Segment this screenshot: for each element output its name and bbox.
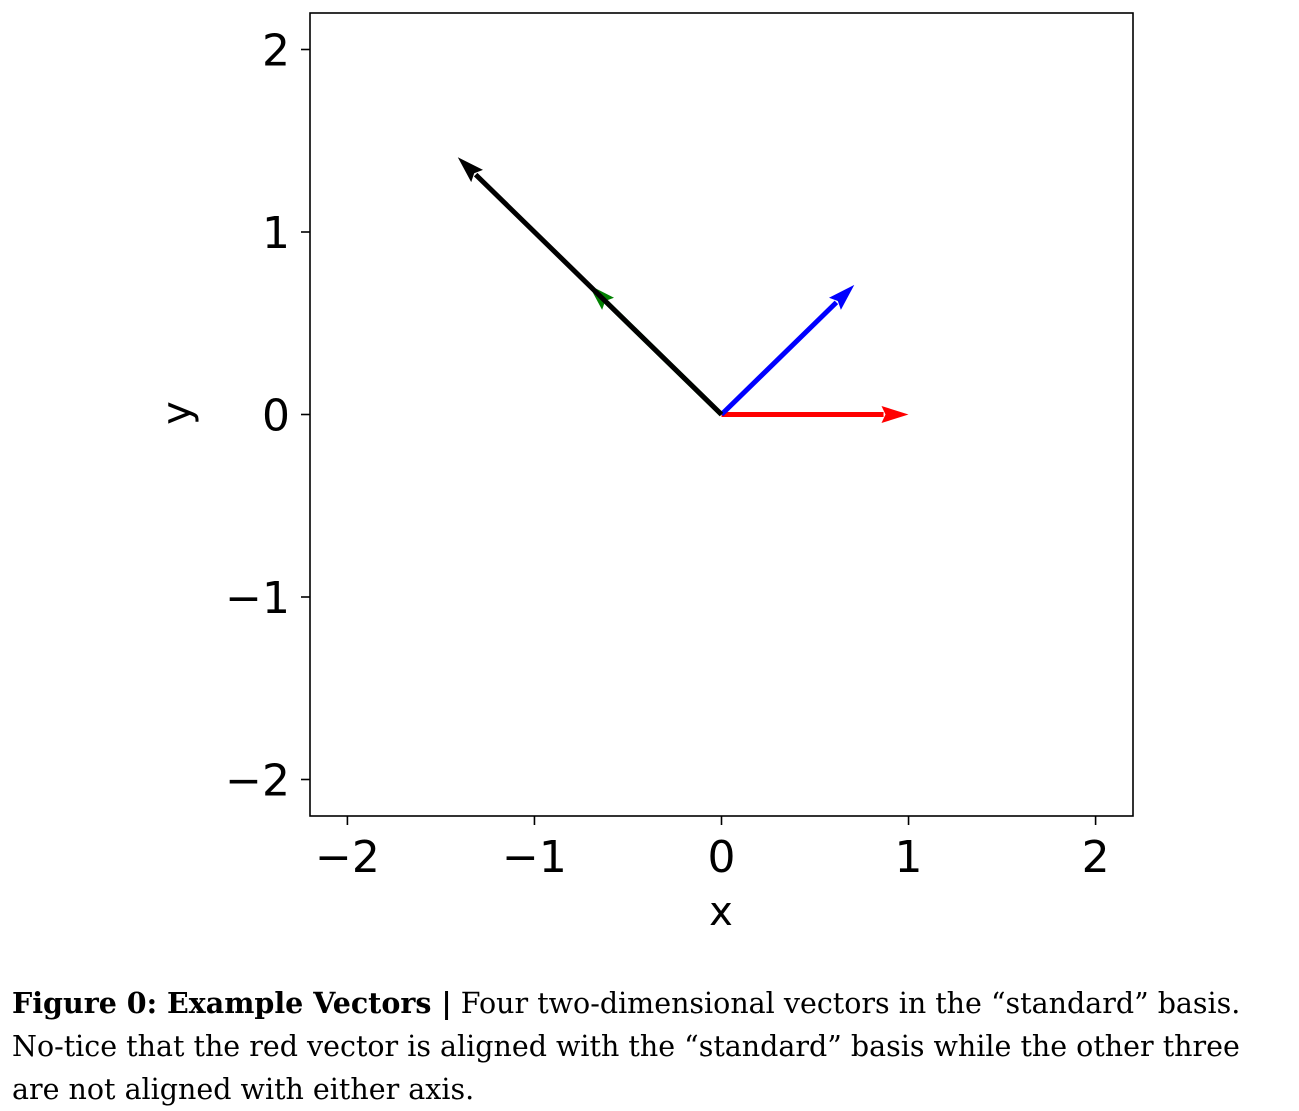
y-axis-label: y	[154, 401, 200, 425]
y-tick-label: 0	[262, 391, 290, 442]
x-axis-label: x	[709, 889, 733, 935]
figure-caption: Figure 0: Example Vectors | Four two-dim…	[12, 982, 1292, 1111]
x-tick-label: 0	[708, 832, 736, 883]
y-tick-label: 1	[262, 208, 290, 259]
vector-arrow	[719, 284, 855, 417]
y-tick-label: 2	[262, 26, 290, 77]
vector-arrow	[457, 157, 724, 417]
y-axis-ticks: −2 −1 0 1 2	[225, 26, 310, 807]
x-tick-label: 1	[895, 832, 923, 883]
vectors-layer	[457, 157, 909, 423]
caption-text: Four two-dimensional vectors in the “sta…	[12, 987, 1241, 1106]
y-tick-label: −2	[225, 756, 290, 807]
vector-arrowhead	[829, 284, 855, 310]
vector-shaft	[473, 172, 724, 417]
vector-shaft	[719, 300, 839, 417]
vector-arrowhead	[881, 406, 909, 423]
x-axis-ticks: −2 −1 0 1 2	[315, 816, 1110, 883]
vector-arrow	[721, 406, 909, 423]
x-tick-label: 2	[1082, 832, 1110, 883]
vector-plot: −2 −1 0 1 2 −2 −1 0 1 2 x y	[154, 12, 1134, 935]
y-tick-label: −1	[225, 573, 290, 624]
caption-label: Figure 0: Example Vectors |	[12, 986, 452, 1020]
x-tick-label: −2	[315, 832, 380, 883]
x-tick-label: −1	[502, 832, 567, 883]
vector-arrowhead	[457, 157, 483, 183]
